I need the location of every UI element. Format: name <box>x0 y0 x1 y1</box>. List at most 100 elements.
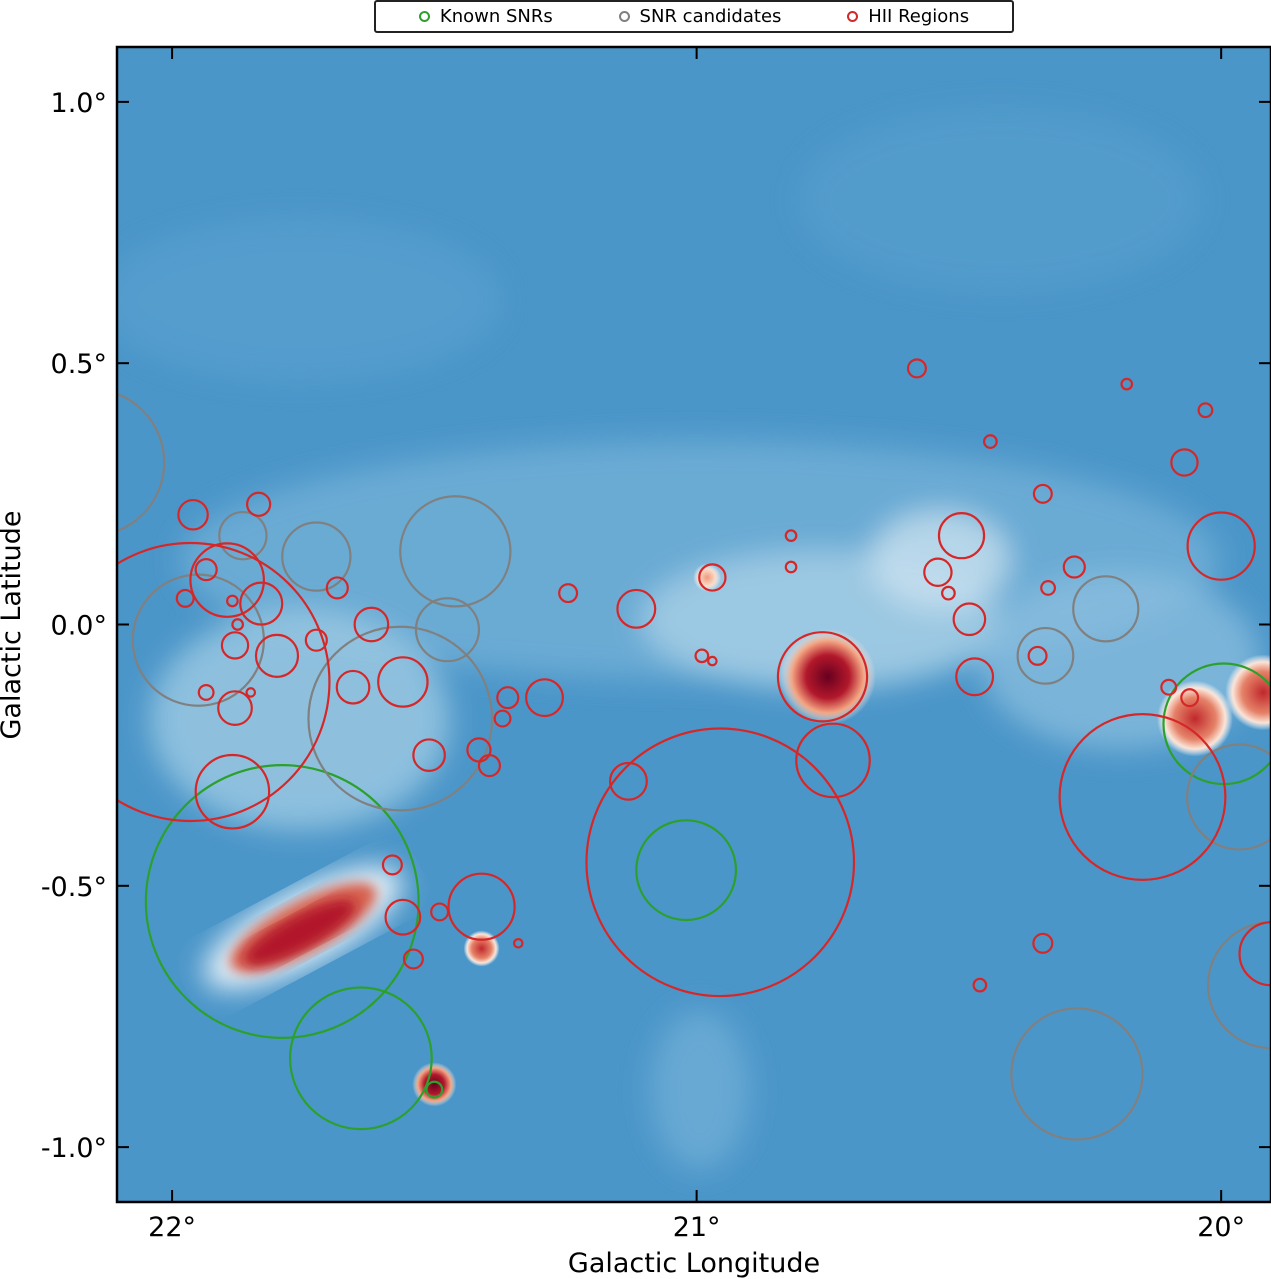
bright-sources <box>204 563 1271 1107</box>
hii-region-circle <box>231 618 244 631</box>
hii-region-circle <box>325 576 349 600</box>
hii-region-circle <box>245 687 257 698</box>
hii-region-circle <box>353 606 390 643</box>
legend: Known SNRs SNR candidates HII Regions <box>374 0 1014 33</box>
moderate-source <box>463 930 500 967</box>
hii-region-circle <box>217 690 253 727</box>
hii-region-circle <box>447 872 516 941</box>
known-snr-circle <box>144 764 420 1039</box>
hii-region-circle <box>254 633 300 678</box>
x-tick-label: 22° <box>148 1212 196 1243</box>
snr-candidate-circle <box>399 495 512 608</box>
y-tick-label: 0.5° <box>51 349 107 380</box>
bright-source-elongated <box>204 866 402 989</box>
snr-candidate-circle <box>218 510 268 561</box>
snr-candidate-circle <box>281 521 352 592</box>
hii-region-circle <box>377 656 429 708</box>
hii-region-circle <box>226 594 239 608</box>
y-tick-label: 1.0° <box>51 88 107 119</box>
hii-region-circle <box>952 602 987 637</box>
hii-region-circle <box>1120 377 1134 391</box>
y-tick-label: -0.5° <box>41 872 107 903</box>
hii-region-circle <box>381 854 403 876</box>
intensity-map <box>117 47 1271 1202</box>
hii-region-circle <box>1170 448 1199 477</box>
bright-source <box>1225 654 1271 731</box>
hii-region-circle <box>1180 688 1200 708</box>
known-snr-circle <box>635 819 738 922</box>
catalog-markers <box>117 358 1271 1141</box>
faint-source <box>693 563 722 592</box>
bright-source-compact <box>412 1062 457 1107</box>
snr-candidate-circle <box>1016 626 1075 685</box>
legend-entry-snr-candidates: SNR candidates <box>618 6 782 27</box>
axis-ticks: 22° 21° 20° 1.0° 0.5° 0.0° -0.5° -1.0° <box>41 47 1271 1243</box>
known-snr-circle <box>289 986 433 1131</box>
legend-label: Known SNRs <box>439 6 553 27</box>
snr-candidate-circle <box>414 597 481 663</box>
hii-region-circle <box>941 585 956 601</box>
hii-region-circle <box>402 948 424 970</box>
hii-region-circle <box>616 588 657 629</box>
diffuse-emission <box>117 110 1260 1170</box>
hii-region-circle <box>220 631 250 660</box>
hii-region-circle <box>585 727 856 998</box>
hii-region-circle <box>906 358 927 379</box>
known-snr-circle <box>425 1080 444 1099</box>
hii-region-circle <box>776 631 869 723</box>
hii-region-circle <box>1160 678 1178 696</box>
bright-source <box>1156 680 1233 757</box>
hii-region-circle <box>194 558 218 582</box>
hii-region-circle <box>525 678 564 718</box>
hii-region-circle <box>937 511 986 560</box>
hii-region-circle <box>1058 712 1227 881</box>
hii-region-circle <box>923 557 953 587</box>
hii-region-circle <box>558 583 579 604</box>
hii-region-circle <box>784 529 798 542</box>
hii-region-circle <box>972 977 988 993</box>
hii-region-circle <box>239 581 284 626</box>
hii-region-circle <box>177 498 209 531</box>
hii-region-circle <box>412 738 446 772</box>
snr-candidate-circle <box>1010 1007 1144 1141</box>
bright-source-compact <box>779 628 876 725</box>
snr-candidate-circle <box>1185 743 1271 851</box>
x-axis-label: Galactic Longitude <box>568 1248 820 1279</box>
legend-label: HII Regions <box>868 6 970 27</box>
hii-region-circle <box>1186 511 1256 581</box>
hii-region-circle <box>982 434 998 449</box>
snr-candidate-circle <box>1072 575 1140 643</box>
hii-region-circle <box>512 938 524 949</box>
hii-region-circle <box>698 563 727 592</box>
hii-region-circle <box>496 686 520 710</box>
hii-region-circle <box>189 542 265 618</box>
hii-region-circle <box>1032 483 1053 504</box>
hii-region-marker-icon <box>847 11 859 22</box>
hii-region-circle <box>1040 579 1056 596</box>
hii-region-circle <box>1197 402 1214 419</box>
hii-region-circle <box>384 898 422 936</box>
hii-region-circle <box>955 657 995 697</box>
hii-region-circle <box>194 753 271 830</box>
hii-region-circle <box>466 737 492 763</box>
hii-region-circle <box>175 588 195 608</box>
snr-candidate-circle <box>117 392 166 533</box>
hii-region-circle <box>1062 555 1086 579</box>
hii-region-circle <box>608 761 648 801</box>
hii-region-circle <box>784 560 798 574</box>
hii-region-circle <box>1032 932 1054 954</box>
y-tick-label: 0.0° <box>51 611 107 642</box>
hii-region-circle <box>1027 645 1048 666</box>
hii-region-circle <box>117 541 331 823</box>
y-tick-label: -1.0° <box>41 1133 107 1164</box>
hii-region-circle <box>335 669 371 705</box>
hii-region-circle <box>245 491 272 517</box>
legend-entry-known-snrs: Known SNRs <box>418 6 553 27</box>
snr-candidate-marker-icon <box>618 11 630 22</box>
x-tick-label: 21° <box>673 1212 721 1243</box>
legend-label: SNR candidates <box>639 6 782 27</box>
hii-region-circle <box>707 655 718 667</box>
hii-region-circle <box>493 709 512 728</box>
hii-region-circle <box>304 628 328 652</box>
